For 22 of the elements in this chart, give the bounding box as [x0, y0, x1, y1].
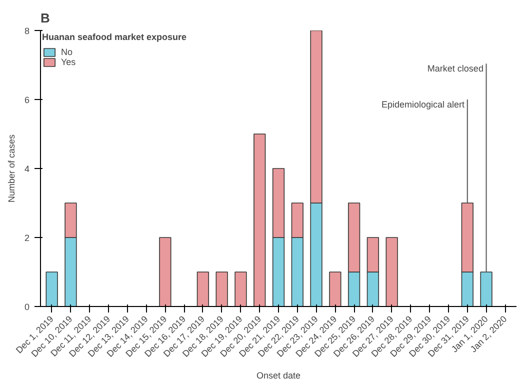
y-tick-label: 6	[24, 95, 30, 105]
bar	[480, 272, 492, 306]
y-tick-label: 0	[24, 302, 30, 312]
legend-label: Yes	[61, 57, 77, 67]
bar	[216, 272, 228, 306]
bar	[196, 272, 210, 306]
ref-line-label: Market closed	[427, 64, 484, 74]
chart-title: B	[40, 10, 50, 26]
y-tick-label: 8	[24, 26, 30, 36]
x-axis-title: Onset date	[256, 370, 301, 380]
bar	[254, 134, 266, 306]
ref-line-label: Epidemiological alert	[382, 100, 466, 110]
bar	[46, 272, 58, 306]
bar	[386, 237, 398, 306]
legend-title: Huanan seafood market exposure	[42, 32, 187, 42]
legend-label: No	[61, 47, 74, 57]
bar	[329, 272, 342, 306]
y-axis-title: Number of cases	[6, 134, 16, 203]
y-tick-label: 2	[24, 233, 30, 243]
bar	[159, 237, 172, 306]
bar	[234, 272, 247, 306]
y-tick-label: 4	[24, 164, 30, 174]
